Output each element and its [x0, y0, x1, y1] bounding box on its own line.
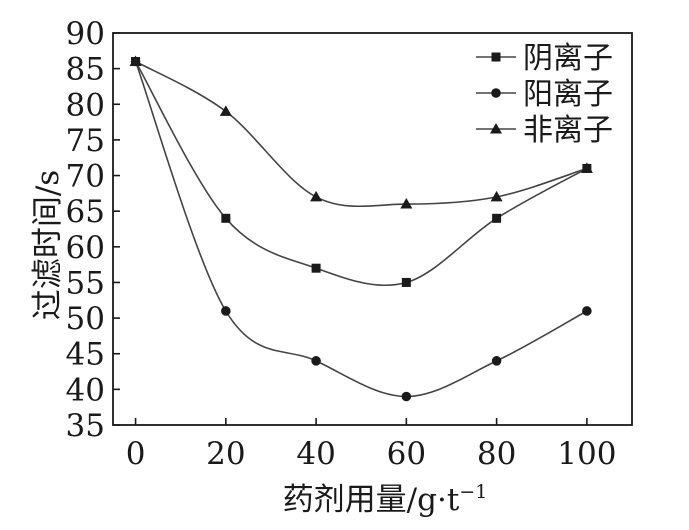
legend-marker-circle [491, 88, 501, 98]
x-tick-label: 40 [296, 436, 335, 472]
y-tick-label: 60 [66, 230, 105, 266]
data-point-circle [221, 306, 231, 316]
series-line-square [134, 61, 588, 287]
series-triangle [129, 55, 593, 209]
y-tick-label: 40 [66, 372, 105, 408]
x-tick-label: 60 [387, 436, 426, 472]
y-tick-label: 90 [66, 16, 105, 52]
y-tick-label: 70 [66, 159, 105, 195]
data-point-square [311, 263, 321, 273]
y-tick-label: 35 [66, 408, 105, 444]
data-point-triangle [310, 190, 323, 202]
y-tick-label: 75 [66, 123, 105, 159]
x-tick-label: 20 [206, 436, 245, 472]
y-tick-label: 45 [66, 337, 105, 373]
y-tick-label: 80 [66, 87, 105, 123]
legend-label: 非离子 [523, 113, 613, 148]
series-line-circle [134, 61, 588, 398]
data-point-circle [311, 356, 321, 366]
data-point-triangle [580, 162, 593, 173]
x-axis-title: 药剂用量/g·t−1 [283, 481, 488, 518]
y-tick-label: 65 [66, 194, 105, 230]
plot-border [112, 32, 633, 426]
data-point-triangle [129, 55, 142, 67]
data-point-circle [401, 391, 412, 402]
data-point-triangle [400, 198, 413, 209]
y-tick-label: 85 [66, 52, 105, 88]
y-axis-title: 过滤时间/s [30, 170, 66, 320]
x-axis-title-main: 药剂用量/g·t [283, 482, 460, 518]
x-tick-label: 0 [126, 436, 146, 472]
data-point-circle [582, 306, 592, 316]
legend-marker-square [491, 52, 501, 62]
legend-marker-triangle [490, 123, 502, 134]
data-point-triangle [490, 190, 503, 202]
data-point-square [492, 213, 502, 223]
data-point-square [221, 213, 231, 223]
series-line-triangle [135, 60, 588, 208]
plot-frame [112, 32, 633, 426]
x-tick-label: 80 [477, 436, 516, 472]
legend-label: 阴离子 [523, 41, 613, 76]
series-layer [129, 55, 593, 402]
y-tick-label: 55 [66, 265, 105, 301]
x-axis-title-superscript: −1 [459, 481, 487, 503]
data-point-circle [491, 356, 502, 366]
data-point-square [401, 277, 411, 287]
y-tick-label: 50 [66, 301, 105, 337]
legend-label: 阳离子 [523, 77, 613, 112]
data-point-triangle [219, 105, 232, 116]
x-axis: 0 20 40 60 80 100 [126, 418, 616, 472]
x-tick-label: 100 [557, 436, 616, 472]
